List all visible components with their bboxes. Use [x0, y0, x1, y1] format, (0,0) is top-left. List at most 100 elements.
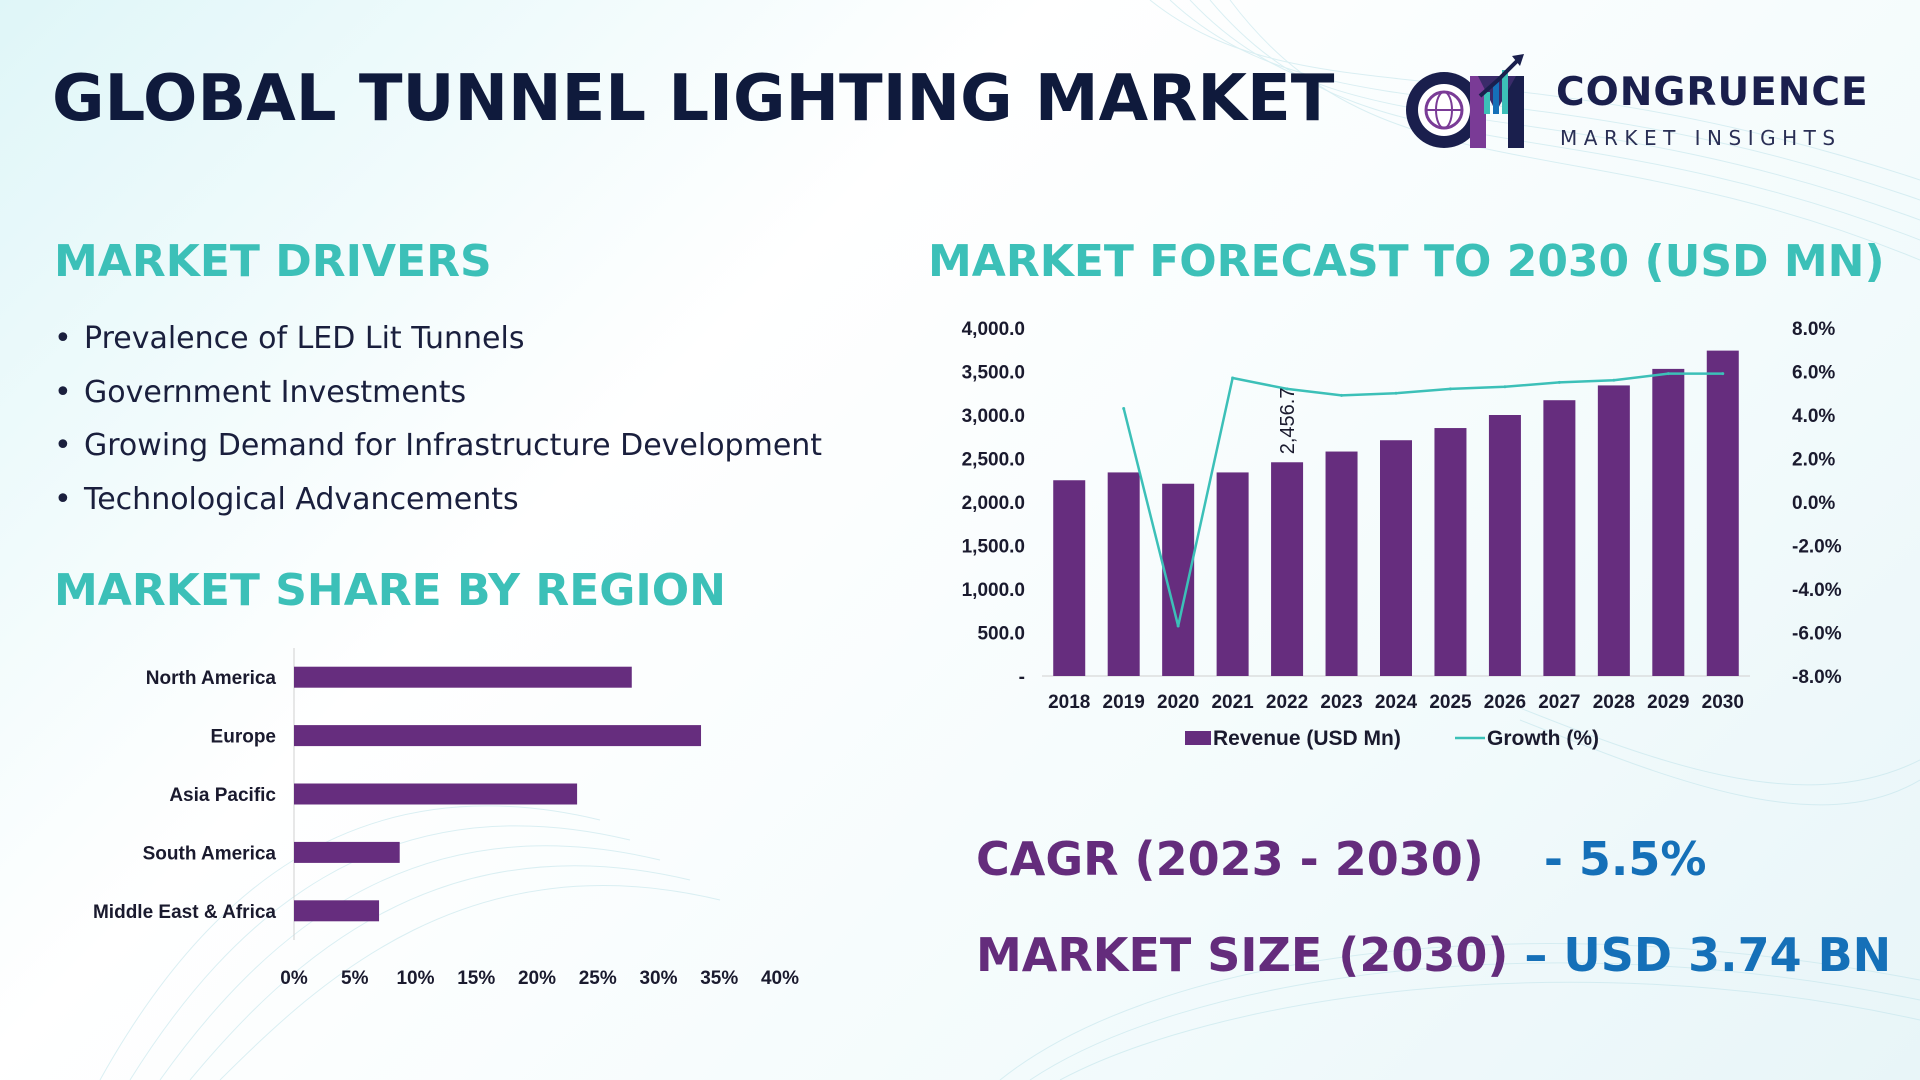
revenue-bar: [1325, 451, 1358, 676]
region-label: Middle East & Africa: [93, 902, 276, 923]
left-y-tick-label: 1,000.0: [962, 580, 1025, 601]
right-y-tick-label: -2.0%: [1792, 537, 1842, 558]
logo-text-primary: CONGRUENCE: [1556, 70, 1869, 115]
market-forecast-title: MARKET FORECAST TO 2030 (USD MN): [928, 236, 1885, 287]
market-size-stat: MARKET SIZE (2030) – USD 3.74 BN: [976, 928, 1891, 982]
driver-item: • Growing Demand for Infrastructure Devel…: [54, 419, 822, 473]
cm-globe-logo-icon: [1406, 54, 1524, 148]
left-y-tick-label: 2,500.0: [962, 450, 1025, 471]
x-tick-label: 15%: [457, 968, 495, 989]
driver-item: • Prevalence of LED Lit Tunnels: [54, 312, 822, 366]
x-tick-label: 2029: [1647, 692, 1689, 713]
growth-point: [1503, 385, 1507, 389]
x-tick-label: 2030: [1702, 692, 1744, 713]
x-tick-label: 2021: [1211, 692, 1254, 713]
revenue-bar: [1488, 415, 1521, 676]
driver-item: • Government Investments: [54, 366, 822, 420]
page-title: GLOBAL TUNNEL LIGHTING MARKET: [52, 62, 1335, 136]
growth-point: [1666, 372, 1670, 376]
cagr-value: - 5.5%: [1543, 832, 1707, 886]
x-tick-label: 2028: [1593, 692, 1635, 713]
growth-point: [1448, 387, 1452, 391]
x-tick-label: 40%: [761, 968, 799, 989]
right-y-tick-label: -6.0%: [1792, 624, 1842, 645]
region-bar: [294, 783, 578, 805]
x-tick-label: 2025: [1429, 692, 1472, 713]
right-y-tick-label: 6.0%: [1792, 363, 1835, 384]
growth-point: [1285, 387, 1289, 391]
region-share-chart: North America Europe Asia Pacific South Ame…: [93, 648, 799, 989]
bullet-icon: •: [54, 374, 72, 410]
right-y-tick-label: 8.0%: [1792, 319, 1835, 340]
x-tick-label: 0%: [280, 968, 308, 989]
driver-item-label: Government Investments: [84, 374, 467, 410]
region-bar: [294, 666, 632, 688]
growth-point: [1122, 406, 1126, 410]
growth-point: [1231, 376, 1235, 380]
growth-point: [1176, 624, 1180, 628]
left-y-tick-label: -: [1019, 667, 1025, 688]
logo-text-secondary: MARKET INSIGHTS: [1560, 126, 1842, 150]
x-tick-label: 10%: [396, 968, 434, 989]
data-label: 2,456.7: [1277, 388, 1299, 455]
right-y-tick-label: 2.0%: [1792, 450, 1835, 471]
left-y-tick-label: 500.0: [977, 624, 1025, 645]
driver-item-label: Prevalence of LED Lit Tunnels: [84, 321, 525, 356]
region-label: Europe: [211, 727, 276, 748]
x-tick-label: 35%: [700, 968, 738, 989]
x-tick-label: 2018: [1048, 692, 1090, 713]
revenue-bar: [1380, 440, 1412, 676]
growth-point: [1612, 378, 1616, 382]
cagr-stat: CAGR (2023 - 2030) - 5.5%: [976, 832, 1707, 886]
company-logo: CONGRUENCE MARKET INSIGHTS: [1400, 52, 1870, 162]
region-label: South America: [143, 843, 277, 864]
revenue-bar: [1434, 428, 1467, 676]
growth-point: [1340, 393, 1344, 397]
region-label: Asia Pacific: [169, 785, 276, 806]
right-y-tick-label: -8.0%: [1792, 667, 1842, 688]
revenue-bar: [1543, 400, 1576, 676]
growth-point: [1721, 372, 1725, 376]
cagr-label: CAGR (2023 - 2030): [976, 832, 1484, 886]
left-y-tick-label: 3,500.0: [962, 363, 1025, 384]
revenue-bar: [1597, 385, 1630, 676]
revenue-bar: [1271, 462, 1304, 676]
x-tick-label: 2027: [1538, 692, 1580, 713]
revenue-bar: [1652, 368, 1685, 676]
legend-label-revenue: Revenue (USD Mn): [1213, 727, 1401, 750]
revenue-bar: [1053, 480, 1086, 676]
driver-item-label: Technological Advancements: [84, 481, 519, 517]
bullet-icon: •: [54, 321, 72, 356]
right-y-tick-label: -4.0%: [1792, 580, 1842, 601]
x-tick-label: 25%: [579, 968, 617, 989]
region-bar: [294, 841, 400, 863]
region-label: North America: [146, 668, 277, 689]
bullet-icon: •: [54, 428, 72, 463]
right-y-tick-label: 4.0%: [1792, 406, 1835, 427]
market-size-label: MARKET SIZE (2030): [976, 928, 1509, 982]
chart-legend: Revenue (USD Mn) Growth (%): [1185, 727, 1599, 750]
market-drivers-title: MARKET DRIVERS: [54, 236, 492, 287]
bullet-icon: •: [54, 481, 72, 517]
left-y-tick-label: 1,500.0: [962, 537, 1025, 558]
left-y-tick-label: 3,000.0: [962, 406, 1025, 427]
x-tick-label: 30%: [639, 968, 677, 989]
x-tick-label: 2019: [1103, 692, 1145, 713]
x-tick-label: 5%: [341, 968, 369, 989]
x-tick-label: 2024: [1375, 692, 1418, 713]
driver-item: • Technological Advancements: [54, 473, 822, 527]
x-tick-label: 2026: [1484, 692, 1526, 713]
legend-label-growth: Growth (%): [1487, 727, 1599, 750]
driver-item-label: Growing Demand for Infrastructure Develo…: [84, 428, 823, 463]
revenue-bar: [1706, 350, 1739, 676]
revenue-bar: [1107, 472, 1140, 676]
right-y-tick-label: 0.0%: [1792, 493, 1835, 514]
market-drivers-list: • Prevalence of LED Lit Tunnels • Governme…: [54, 312, 822, 526]
growth-point: [1394, 391, 1398, 395]
market-share-region-title: MARKET SHARE BY REGION: [54, 565, 726, 616]
legend-swatch-revenue: [1185, 731, 1211, 745]
x-tick-label: 2022: [1266, 692, 1308, 713]
growth-line: [1122, 372, 1723, 627]
left-y-tick-label: 4,000.0: [962, 319, 1025, 340]
growth-point: [1557, 380, 1561, 384]
